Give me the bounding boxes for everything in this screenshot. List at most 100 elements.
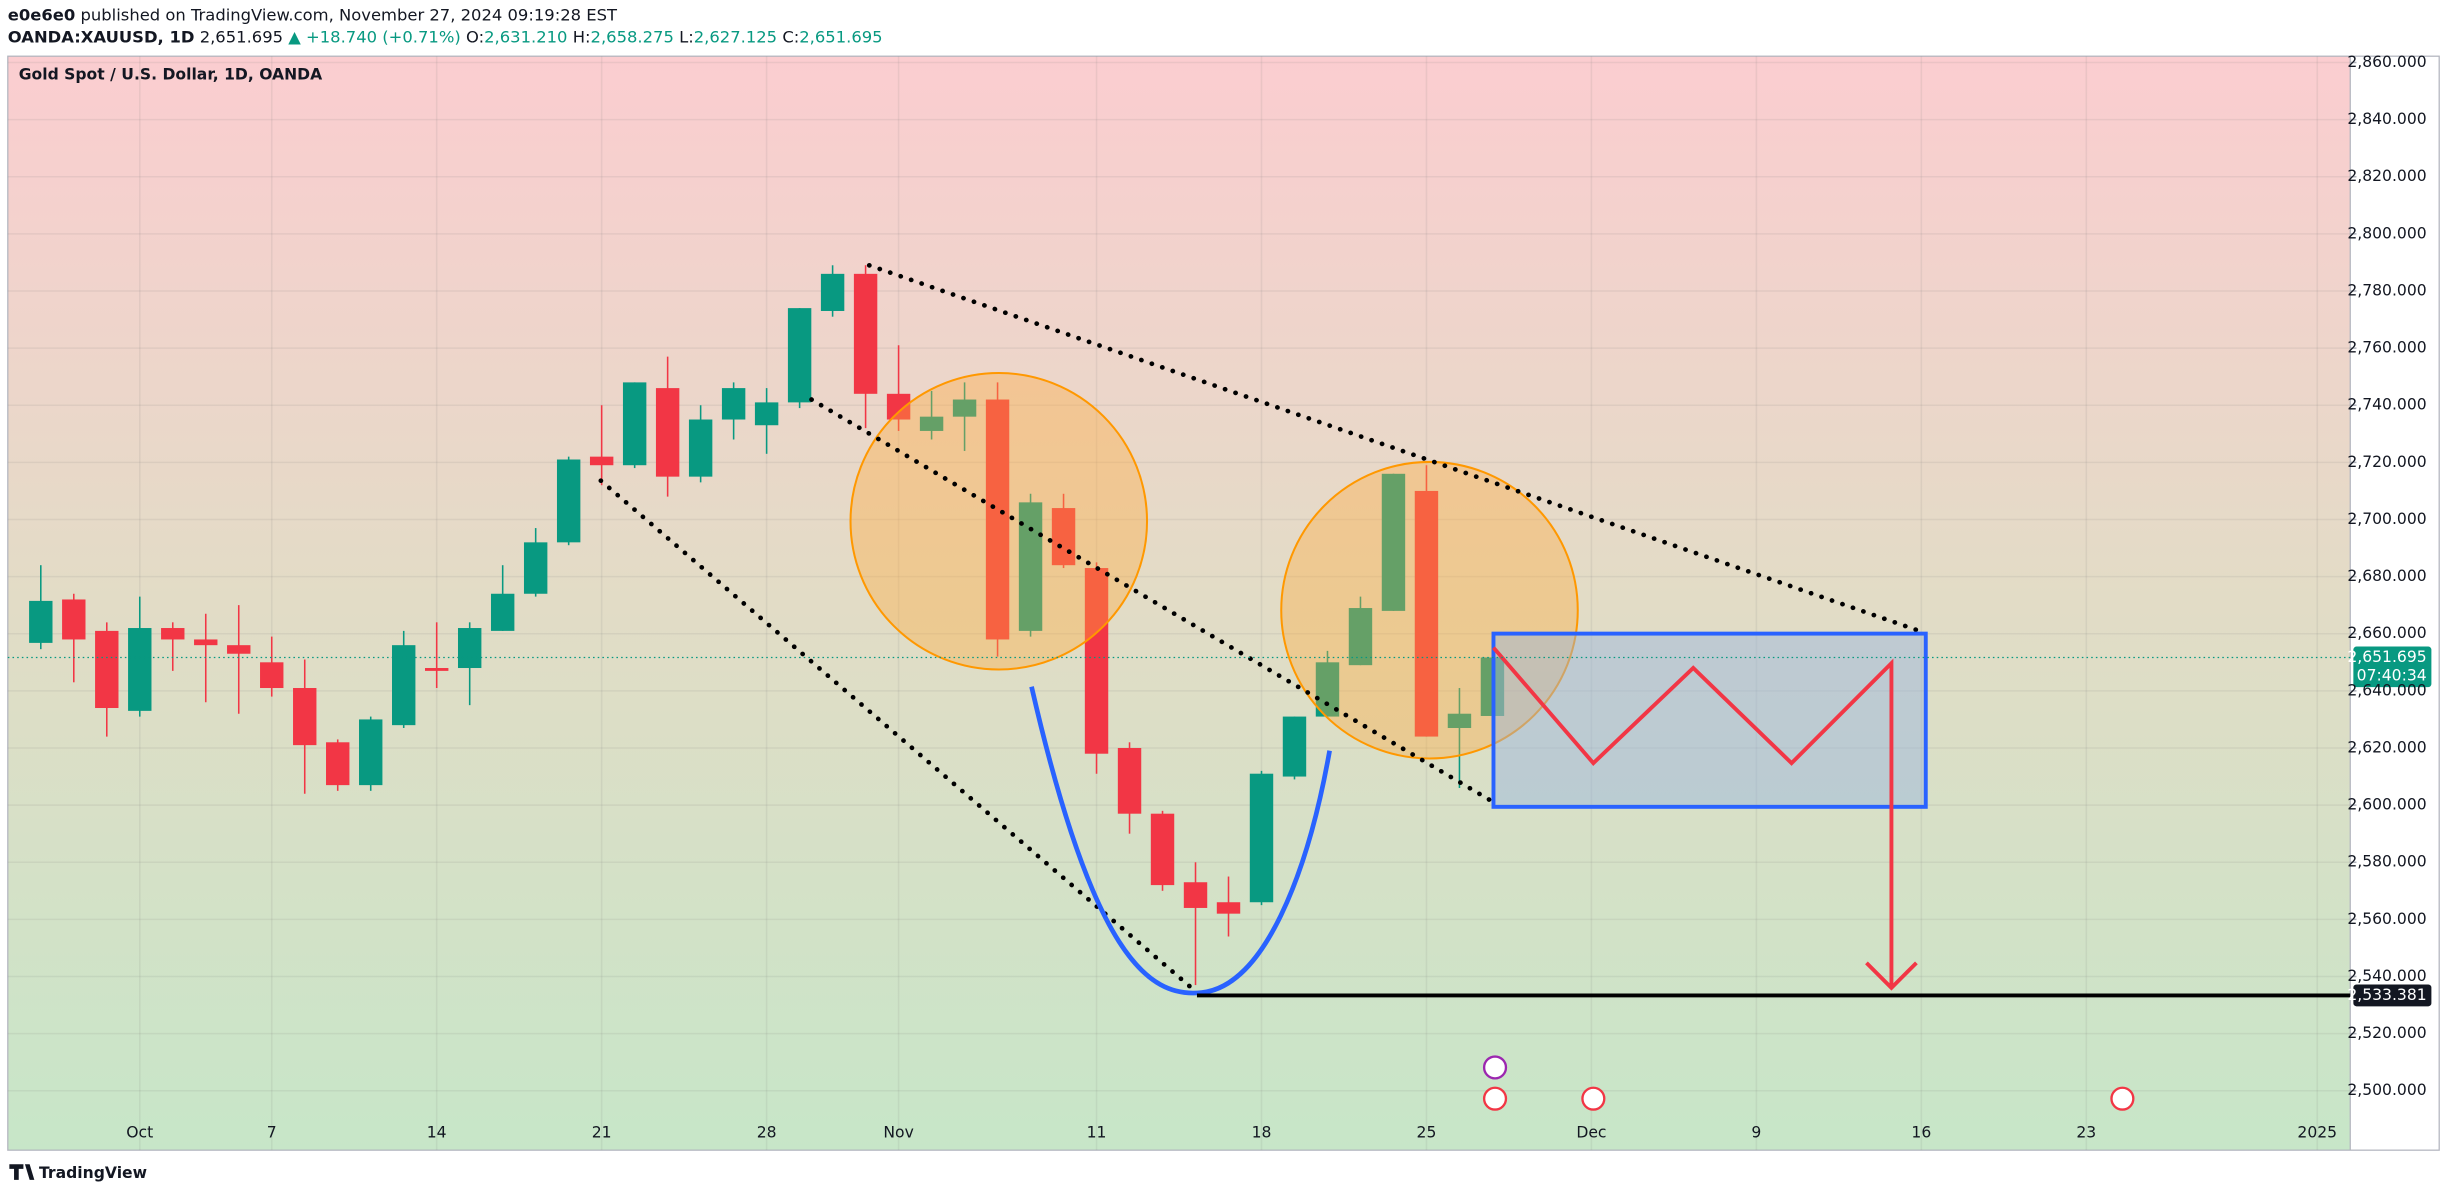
x-tick-label: 2025 [2297, 1124, 2337, 1142]
y-tick-label: 2,840.000 [2347, 110, 2426, 128]
candle-body [1084, 568, 1109, 754]
y-tick-label: 2,700.000 [2347, 510, 2426, 528]
countdown: 07:40:34 [2357, 667, 2427, 685]
candle-body [919, 416, 944, 431]
grid [7, 56, 2357, 1151]
x-tick-label: 7 [267, 1124, 277, 1142]
symbol: OANDA:XAUUSD, 1D [8, 27, 195, 46]
candle-body [62, 599, 86, 640]
y-tick-label: 2,800.000 [2347, 224, 2426, 242]
candle-body [457, 628, 482, 669]
price: 2,651.695 [200, 27, 283, 46]
y-tick-label: 2,680.000 [2347, 567, 2426, 585]
candle-body [1183, 882, 1208, 908]
x-tick-label: 11 [1087, 1124, 1107, 1142]
candle-body [1414, 490, 1439, 737]
candle-body [820, 273, 845, 311]
candle-body [1447, 713, 1472, 729]
candle-body [1117, 747, 1142, 814]
l: 2,627.125 [694, 27, 777, 46]
trendline [598, 478, 1200, 995]
candle-body [589, 456, 614, 466]
last-price-label: 2,651.695 [2347, 648, 2426, 666]
candle-body [227, 645, 251, 654]
candle-body [359, 719, 383, 786]
candles [29, 265, 1505, 986]
x-tick-label: Dec [1576, 1124, 1606, 1142]
event-icon[interactable] [1482, 1055, 1508, 1080]
candle-body [622, 382, 647, 466]
candle-body [29, 600, 53, 643]
arrow-head [1865, 961, 1918, 991]
candle-body [1249, 773, 1274, 903]
candle-body [1315, 662, 1340, 717]
l-label: L: [679, 27, 694, 46]
last-price-tag [2353, 646, 2432, 688]
x-tick-label: 16 [1911, 1124, 1931, 1142]
header-line: e0e6e0 published on TradingView.com, Nov… [8, 5, 618, 24]
y-tick-label: 2,740.000 [2347, 396, 2426, 414]
candle-body [754, 402, 779, 426]
c-label: C: [782, 27, 799, 46]
candle-body [490, 593, 515, 631]
x-tick-label: 14 [427, 1124, 447, 1142]
author: e0e6e0 [8, 5, 76, 24]
h: 2,658.275 [591, 27, 674, 46]
y-tick-label: 2,600.000 [2347, 796, 2426, 814]
y-tick-label: 2,820.000 [2347, 167, 2426, 185]
candle-body [424, 668, 449, 671]
x-tick-label: 28 [757, 1124, 777, 1142]
candle-body [95, 630, 119, 709]
x-tick-label: 23 [2076, 1124, 2096, 1142]
y-tick-label: 2,640.000 [2347, 681, 2426, 699]
event-icon[interactable] [1581, 1086, 1606, 1111]
y-tick-label: 2,760.000 [2347, 339, 2426, 357]
event-icon[interactable] [2110, 1086, 2135, 1111]
candle-body [952, 399, 977, 417]
candle-body [1018, 502, 1043, 631]
candle-body [655, 388, 680, 477]
y-tick-label: 2,500.000 [2347, 1081, 2426, 1099]
candle-body [392, 645, 416, 726]
candle-body [1381, 473, 1406, 611]
y-tick-label: 2,560.000 [2347, 910, 2426, 928]
candle-body [886, 393, 911, 420]
y-tick-label: 2,540.000 [2347, 967, 2426, 985]
x-tick-label: Nov [883, 1124, 913, 1142]
o: 2,631.210 [484, 27, 567, 46]
event-icon[interactable] [1482, 1086, 1508, 1111]
highlight-circle [1280, 460, 1579, 760]
candle-body [523, 542, 548, 594]
y-tick-label: 2,780.000 [2347, 281, 2426, 299]
level-label: 2,533.381 [2347, 986, 2426, 1004]
candle-body [260, 662, 284, 689]
change: ▲ +18.740 (+0.71%) [288, 27, 461, 46]
candle-body [985, 399, 1010, 640]
o-label: O: [466, 27, 484, 46]
candle-body [556, 459, 581, 543]
y-tick-label: 2,620.000 [2347, 738, 2426, 756]
x-tick-label: 25 [1417, 1124, 1437, 1142]
x-tick-label: 9 [1751, 1124, 1761, 1142]
plot-frame [7, 55, 2440, 1151]
x-tick-label: 21 [592, 1124, 612, 1142]
h-label: H: [573, 27, 591, 46]
y-tick-label: 2,580.000 [2347, 853, 2426, 871]
y-tick-label: 2,520.000 [2347, 1024, 2426, 1042]
trendline [809, 397, 1496, 805]
level-tag [2353, 984, 2432, 1007]
candle-body [1348, 608, 1373, 666]
candle-body [161, 628, 185, 640]
projection-path [1492, 646, 1894, 987]
plot-bg [7, 56, 2351, 1151]
drawings [598, 262, 2135, 1111]
y-tick-label: 2,660.000 [2347, 624, 2426, 642]
candle-body [688, 419, 713, 477]
candle-body [194, 639, 218, 646]
candle-body [326, 742, 350, 786]
c: 2,651.695 [799, 27, 882, 46]
candle-body [787, 308, 812, 403]
